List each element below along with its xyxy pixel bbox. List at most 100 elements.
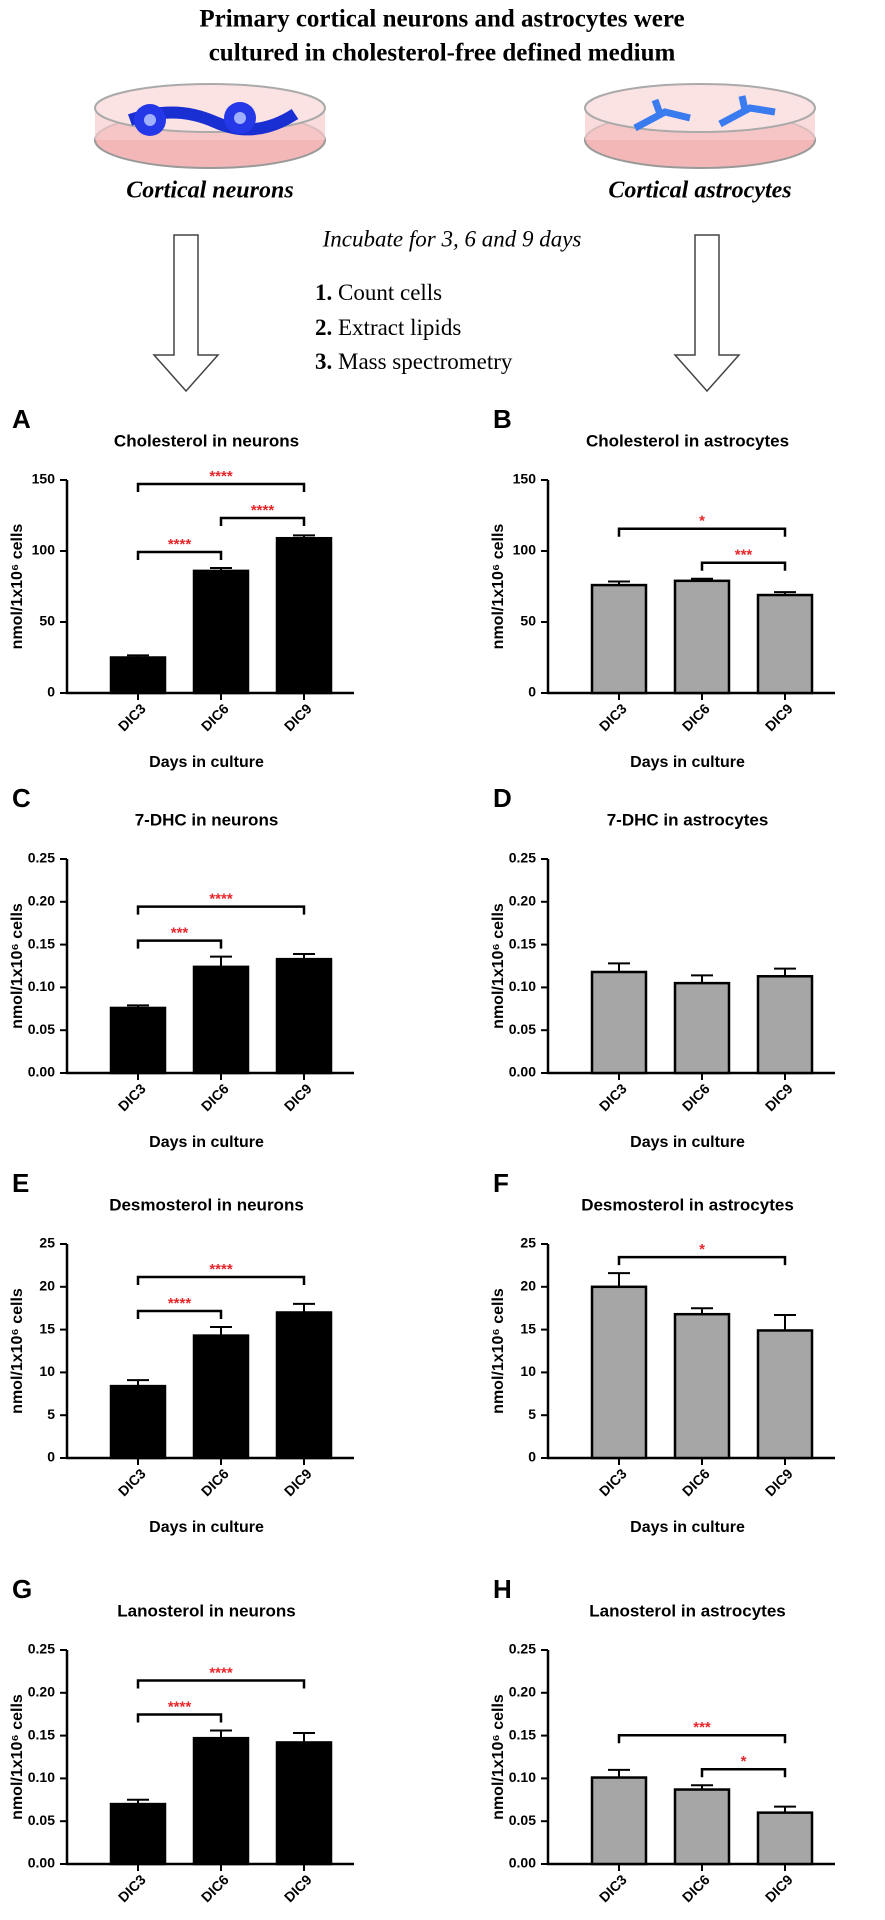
chart-title: Cholesterol in astrocytes <box>586 431 789 450</box>
y-tick-label: 0.25 <box>509 850 536 866</box>
y-tick-label: 0.00 <box>28 1855 55 1871</box>
y-tick-label: 0.10 <box>28 1769 55 1785</box>
step-number: 2. <box>315 315 332 340</box>
bar <box>109 1802 167 1866</box>
panel-letter: H <box>493 1574 512 1604</box>
y-tick-label: 0 <box>47 684 55 700</box>
y-axis-label: nmol/1x10⁶ cells <box>9 1694 26 1820</box>
panel-letter: A <box>12 404 31 434</box>
y-tick-label: 150 <box>513 471 537 487</box>
y-tick-label: 0.00 <box>509 1064 536 1080</box>
step: 3. Mass spectrometry <box>315 349 513 374</box>
x-tick-label: DIC3 <box>115 1871 149 1905</box>
bar <box>673 1788 731 1866</box>
y-tick-label: 0.15 <box>509 1726 536 1742</box>
step: 1. Count cells <box>315 280 442 305</box>
y-tick-label: 0.15 <box>28 1726 55 1742</box>
x-tick-label: DIC3 <box>115 1465 149 1499</box>
significance-bracket <box>136 905 306 915</box>
bar <box>192 1334 250 1460</box>
y-tick-label: 50 <box>520 613 536 629</box>
x-tick-label: DIC6 <box>679 1871 713 1905</box>
y-tick-label: 150 <box>32 471 56 487</box>
y-tick-label: 0 <box>47 1449 55 1465</box>
significance-label: *** <box>693 1719 711 1736</box>
significance-bracket <box>700 561 787 571</box>
y-tick-label: 0 <box>528 1449 536 1465</box>
y-tick-label: 0.15 <box>28 935 55 951</box>
bar <box>673 981 731 1075</box>
left-label: Cortical neurons <box>126 178 293 204</box>
bar <box>756 975 814 1075</box>
x-tick-label: DIC3 <box>115 700 149 734</box>
significance-bracket <box>136 1275 306 1286</box>
chart-panel: H Lanosterol in astrocytes nmol/1x10⁶ cell… <box>490 1574 835 1905</box>
x-tick-label: DIC9 <box>762 700 796 734</box>
bar <box>590 1285 648 1460</box>
step-number: 1. <box>315 280 332 305</box>
x-tick-label: DIC6 <box>198 700 232 734</box>
y-tick-label: 20 <box>520 1278 536 1294</box>
incubation: Incubate for 3, 6 and 9 days <box>322 226 582 251</box>
bar <box>756 1811 814 1866</box>
y-axis-label: nmol/1x10⁶ cells <box>9 524 26 650</box>
y-tick-label: 0.10 <box>509 1769 536 1785</box>
y-tick-label: 10 <box>520 1363 536 1379</box>
chart-title: Desmosterol in neurons <box>109 1195 304 1214</box>
significance-label: * <box>699 1241 705 1258</box>
x-tick-label: DIC3 <box>115 1080 149 1114</box>
y-tick-label: 0.05 <box>28 1812 55 1828</box>
y-tick-label: 10 <box>39 1363 55 1379</box>
significance-bracket <box>617 527 787 537</box>
y-tick-label: 0.25 <box>28 850 55 866</box>
x-tick-label: DIC9 <box>762 1871 796 1905</box>
y-tick-label: 0.20 <box>509 893 536 909</box>
significance-label: **** <box>251 502 275 519</box>
header: Primary cortical neurons and astrocytes … <box>94 6 816 393</box>
step-number: 3. <box>315 349 332 374</box>
x-tick-label: DIC3 <box>596 1465 630 1499</box>
y-tick-label: 0.10 <box>509 978 536 994</box>
x-tick-label: DIC9 <box>762 1465 796 1499</box>
chart-title: Lanosterol in neurons <box>117 1601 296 1620</box>
x-tick-label: DIC3 <box>596 1871 630 1905</box>
y-tick-label: 0.05 <box>509 1021 536 1037</box>
y-tick-label: 0.05 <box>509 1812 536 1828</box>
y-tick-label: 100 <box>32 542 56 558</box>
significance-label: * <box>741 1753 747 1770</box>
y-tick-label: 5 <box>47 1406 55 1422</box>
y-tick-label: 0.20 <box>28 1684 55 1700</box>
x-axis-label: Days in culture <box>149 1134 264 1151</box>
panel-letter: D <box>493 783 512 813</box>
significance-bracket <box>617 1255 787 1266</box>
significance-label: **** <box>168 1295 192 1312</box>
x-axis-label: Days in culture <box>149 754 264 771</box>
y-tick-label: 0.25 <box>28 1641 55 1657</box>
y-tick-label: 100 <box>513 542 537 558</box>
y-axis-label: nmol/1x10⁶ cells <box>490 1288 507 1414</box>
x-axis-label: Days in culture <box>630 1519 745 1536</box>
significance-bracket <box>136 1679 306 1689</box>
panel-letter: F <box>493 1168 509 1198</box>
bar <box>590 970 648 1075</box>
chart-panel: A Cholesterol in neurons nmol/1x10⁶ cells D… <box>9 404 354 771</box>
step: 2. Extract lipids <box>315 315 461 340</box>
chart-panel: B Cholesterol in astrocytes nmol/1x10⁶ cel… <box>490 404 835 771</box>
significance-bracket <box>136 482 306 493</box>
y-axis-label: nmol/1x10⁶ cells <box>9 903 26 1029</box>
significance-bracket <box>136 939 223 949</box>
significance-label: **** <box>168 1698 192 1715</box>
bar <box>275 957 333 1075</box>
x-tick-label: DIC3 <box>596 1080 630 1114</box>
right-label: Cortical astrocytes <box>608 178 791 204</box>
x-tick-label: DIC6 <box>679 700 713 734</box>
y-tick-label: 15 <box>520 1320 536 1336</box>
x-tick-label: DIC6 <box>679 1465 713 1499</box>
x-tick-label: DIC9 <box>281 1080 315 1114</box>
significance-label: *** <box>171 925 189 942</box>
significance-label: **** <box>168 536 192 553</box>
bar <box>275 536 333 695</box>
y-tick-label: 0.05 <box>28 1021 55 1037</box>
chart-panel: F Desmosterol in astrocytes nmol/1x10⁶ cel… <box>490 1168 835 1536</box>
chart-panel: C 7-DHC in neurons nmol/1x10⁶ cells Days in… <box>9 783 354 1151</box>
